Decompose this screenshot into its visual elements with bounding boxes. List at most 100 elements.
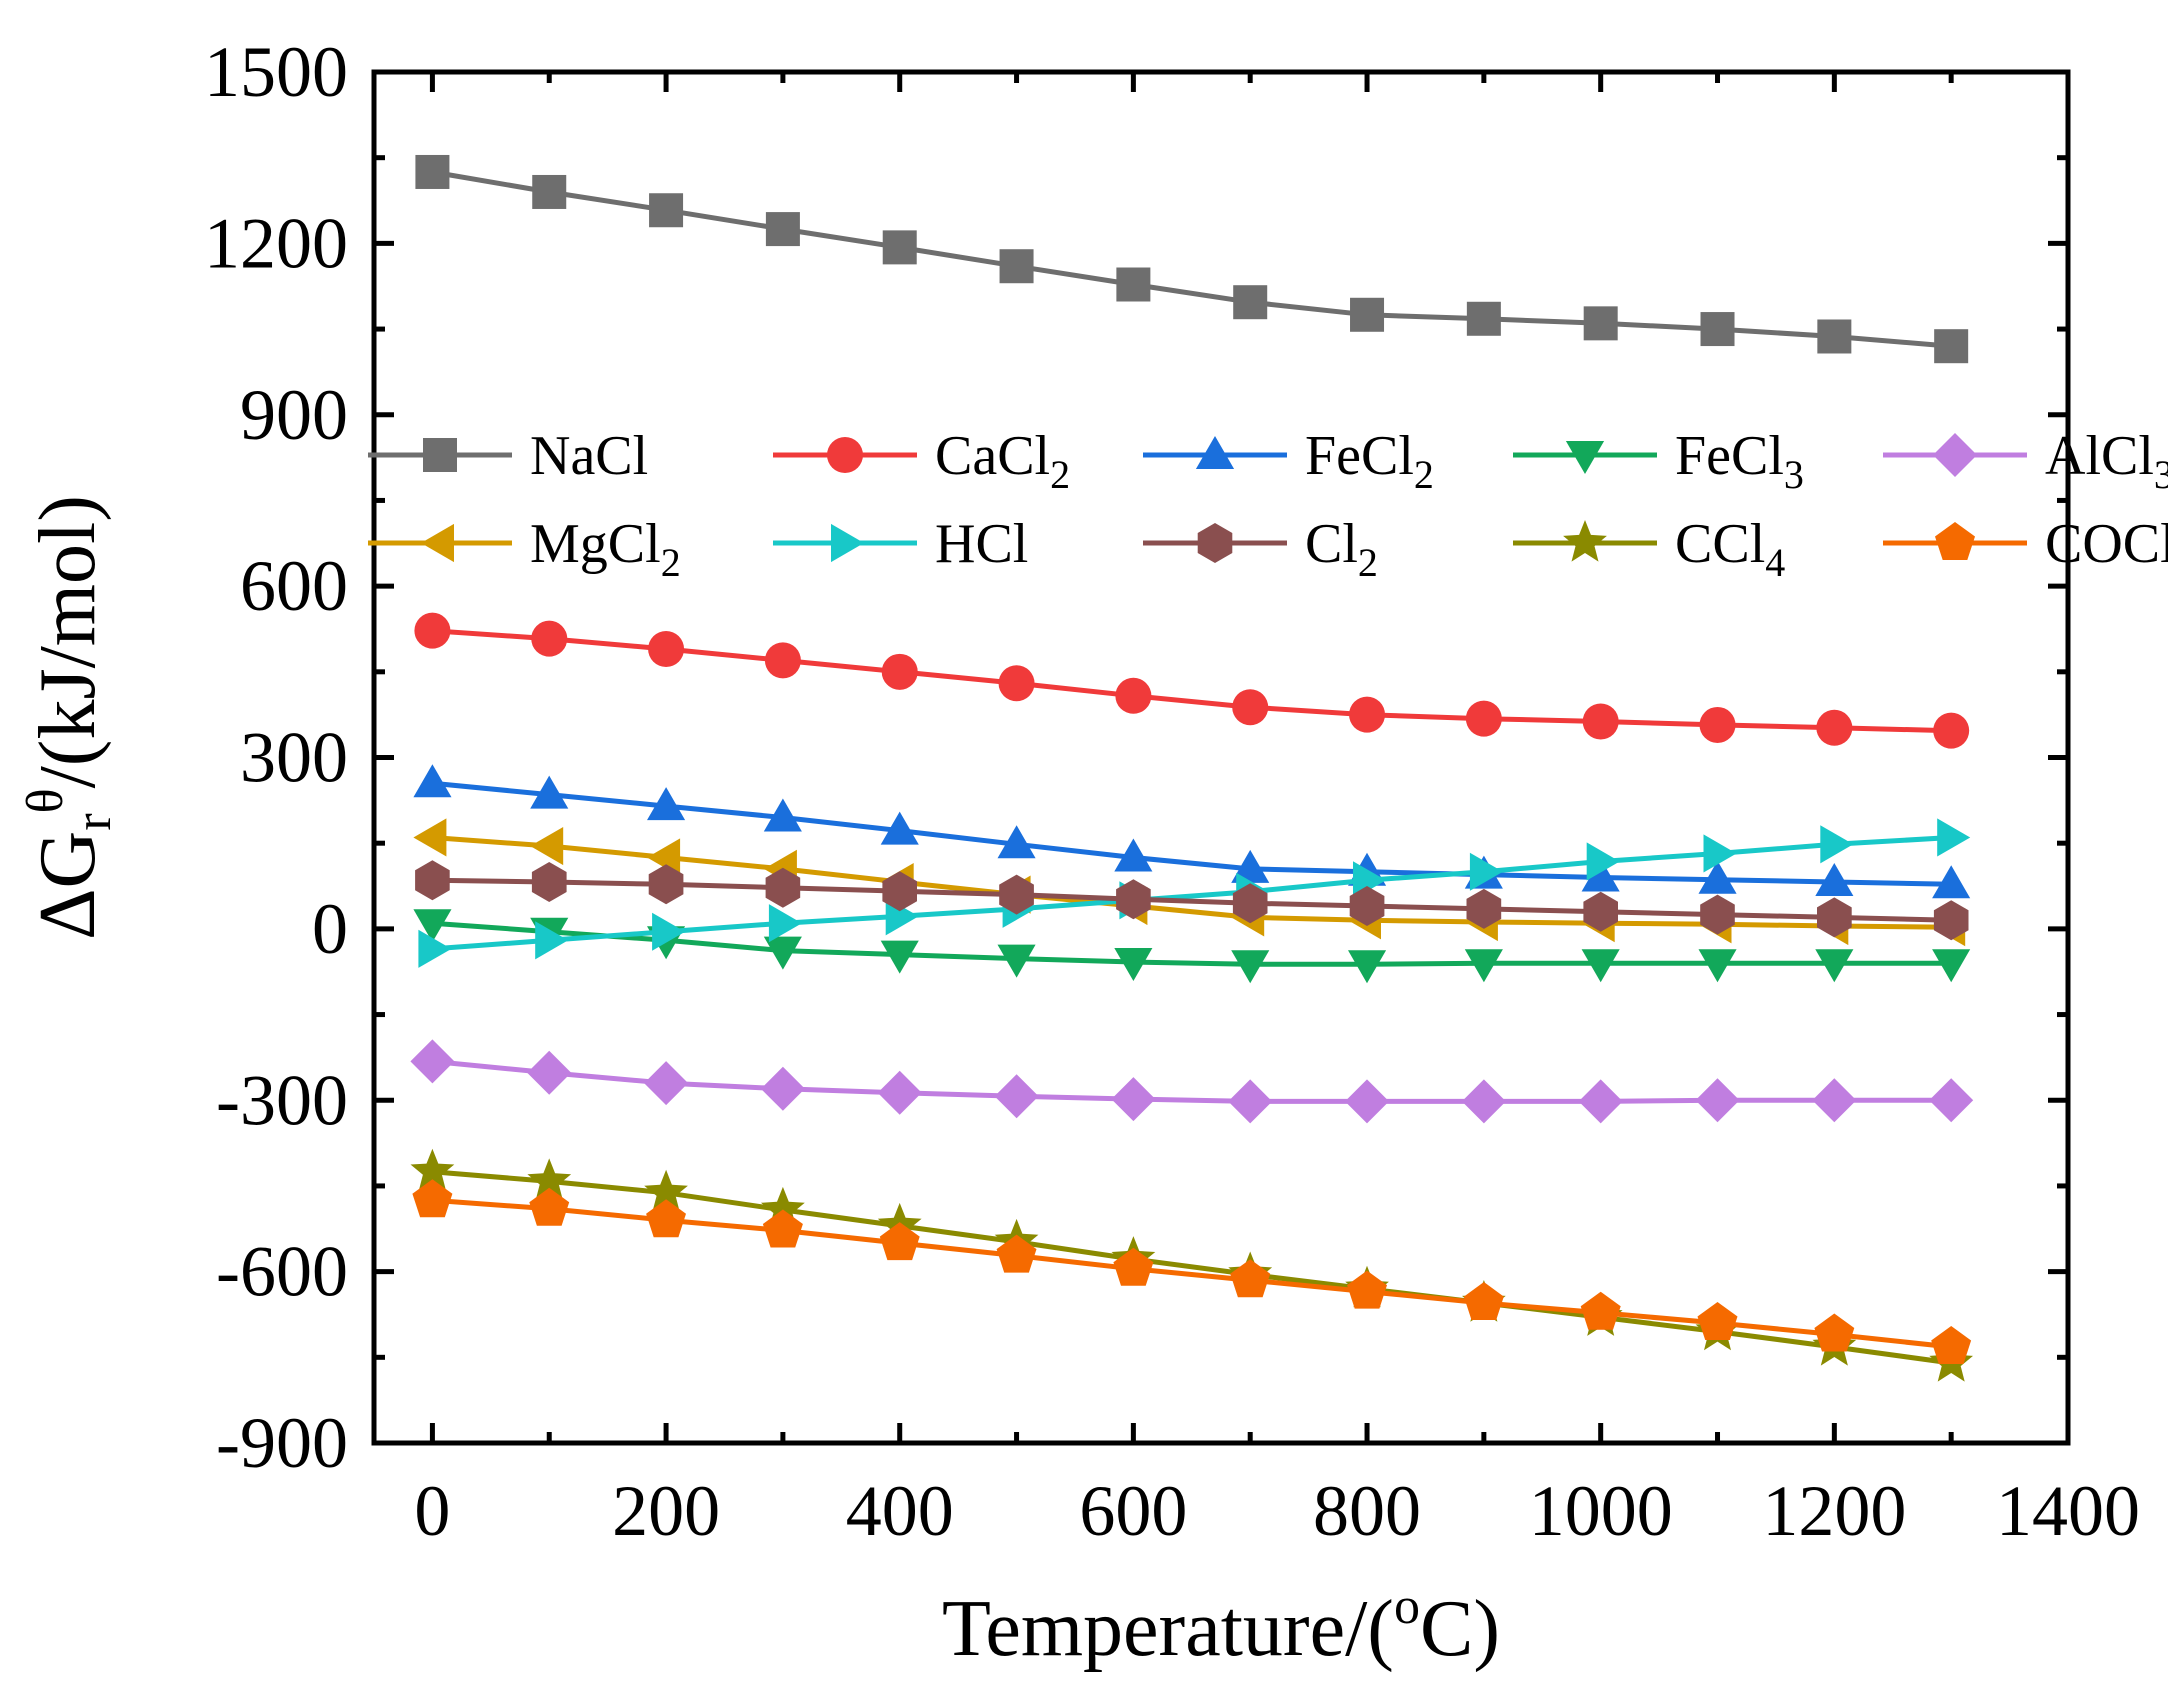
data-point-AlCl3-500 [994, 1074, 1039, 1119]
data-point-AlCl3-1300 [1929, 1078, 1974, 1123]
legend-item-CCl4: CCl4 [1513, 513, 1785, 585]
data-point-FeCl3-300 [763, 936, 802, 970]
data-point-AlCl3-400 [877, 1070, 922, 1115]
data-point-Cl2-900 [1466, 888, 1502, 929]
x-tick-label: 400 [846, 1471, 954, 1551]
data-point-COCl2-1100 [1697, 1302, 1738, 1340]
data-point-CaCl2-500 [998, 665, 1035, 702]
x-tick-label: 1000 [1529, 1471, 1673, 1551]
data-point-HCl-1300 [1937, 818, 1971, 857]
legend-marker [1935, 522, 1975, 560]
data-point-COCl2-1000 [1580, 1291, 1621, 1330]
x-tick-label: 0 [414, 1471, 450, 1551]
data-point-FeCl3-400 [880, 940, 919, 974]
data-point-CaCl2-800 [1349, 696, 1386, 733]
data-point-AlCl3-600 [1111, 1077, 1156, 1122]
data-point-FeCl3-0 [413, 909, 452, 943]
legend-item-CaCl2: CaCl2 [773, 425, 1070, 497]
legend-item-FeCl3: FeCl3 [1513, 425, 1804, 497]
legend-label: AlCl3 [2045, 425, 2168, 497]
data-point-NaCl-800 [1350, 297, 1385, 332]
data-point-AlCl3-100 [527, 1050, 572, 1095]
data-point-CCl4-300 [761, 1186, 805, 1229]
data-point-FeCl2-100 [530, 775, 569, 809]
legend-label: FeCl2 [1305, 425, 1434, 497]
legend-marker [1565, 441, 1605, 474]
data-point-HCl-300 [768, 904, 802, 943]
data-point-Cl2-600 [1116, 879, 1151, 920]
data-point-CCl4-0 [410, 1148, 455, 1191]
legend-marker [1197, 523, 1233, 563]
data-point-CaCl2-700 [1232, 689, 1269, 726]
data-point-Cl2-1100 [1700, 894, 1735, 935]
data-point-HCl-900 [1469, 852, 1503, 891]
data-point-CaCl2-1100 [1699, 706, 1736, 743]
data-point-CaCl2-1300 [1933, 712, 1970, 749]
data-point-NaCl-500 [999, 249, 1034, 284]
data-point-NaCl-700 [1233, 285, 1268, 320]
data-point-AlCl3-1000 [1578, 1079, 1623, 1124]
series-line-COCl2 [432, 1197, 1952, 1350]
data-point-COCl2-0 [412, 1179, 453, 1218]
series-AlCl3 [410, 1039, 1974, 1124]
data-point-FeCl2-1300 [1932, 865, 1971, 899]
data-point-NaCl-1000 [1583, 306, 1618, 341]
series-COCl2 [412, 1179, 1972, 1364]
data-point-FeCl2-700 [1231, 849, 1270, 883]
legend-item-NaCl: NaCl [368, 425, 648, 487]
data-point-HCl-1200 [1820, 825, 1854, 864]
legend-item-Cl2: Cl2 [1143, 513, 1378, 585]
data-point-FeCl3-1200 [1815, 949, 1854, 983]
legend-marker [423, 438, 457, 472]
legend-item-MgCl2: MgCl2 [368, 513, 681, 585]
series-line-Cl2 [432, 877, 1952, 923]
data-point-NaCl-900 [1466, 301, 1501, 336]
data-point-AlCl3-900 [1461, 1079, 1506, 1124]
data-point-NaCl-200 [649, 193, 684, 228]
data-point-Cl2-1200 [1817, 897, 1852, 938]
y-tick-label: 300 [240, 718, 348, 798]
y-tick-label: 1500 [204, 32, 348, 112]
data-point-NaCl-1200 [1817, 319, 1852, 354]
series-CaCl2 [414, 612, 1970, 749]
data-point-Cl2-1300 [1933, 900, 1969, 941]
legend-item-COCl2: COCl2 [1883, 513, 2168, 575]
data-point-COCl2-200 [646, 1199, 686, 1238]
data-point-CaCl2-1200 [1816, 709, 1853, 746]
data-point-Cl2-400 [882, 871, 917, 912]
legend-label: HCl [935, 513, 1028, 575]
data-point-FeCl2-1000 [1581, 858, 1620, 892]
data-point-Cl2-800 [1349, 886, 1385, 926]
data-point-CaCl2-200 [648, 630, 685, 667]
x-tick-label: 1200 [1762, 1471, 1906, 1551]
data-point-AlCl3-0 [410, 1039, 455, 1084]
data-point-CaCl2-1000 [1582, 703, 1619, 740]
series-Cl2 [415, 860, 1969, 941]
data-point-CaCl2-400 [881, 653, 918, 690]
data-point-FeCl3-1100 [1698, 949, 1737, 983]
series-FeCl2 [413, 764, 1971, 899]
data-point-Cl2-1000 [1583, 891, 1618, 932]
legend-marker [421, 523, 454, 563]
data-point-FeCl3-800 [1348, 950, 1387, 984]
data-point-NaCl-1300 [1934, 329, 1969, 364]
data-point-COCl2-800 [1347, 1270, 1387, 1309]
data-point-MgCl2-200 [647, 838, 681, 877]
data-point-Cl2-200 [648, 864, 684, 905]
data-point-FeCl2-200 [647, 787, 686, 821]
x-tick-label: 200 [612, 1471, 720, 1551]
legend-marker [1933, 433, 1977, 477]
data-point-COCl2-100 [529, 1187, 570, 1226]
legend-marker [831, 523, 864, 563]
data-point-AlCl3-300 [760, 1066, 805, 1111]
x-tick-label: 1400 [1996, 1471, 2140, 1551]
legend-item-FeCl2: FeCl2 [1143, 425, 1434, 497]
data-point-NaCl-600 [1116, 267, 1151, 302]
series-line-HCl [432, 835, 1952, 952]
data-point-HCl-100 [535, 921, 569, 960]
legend-item-AlCl3: AlCl3 [1883, 425, 2168, 497]
data-point-NaCl-100 [532, 174, 567, 209]
data-point-FeCl3-1300 [1932, 949, 1971, 983]
legend-label: MgCl2 [530, 513, 681, 585]
legend-item-HCl: HCl [773, 513, 1028, 575]
